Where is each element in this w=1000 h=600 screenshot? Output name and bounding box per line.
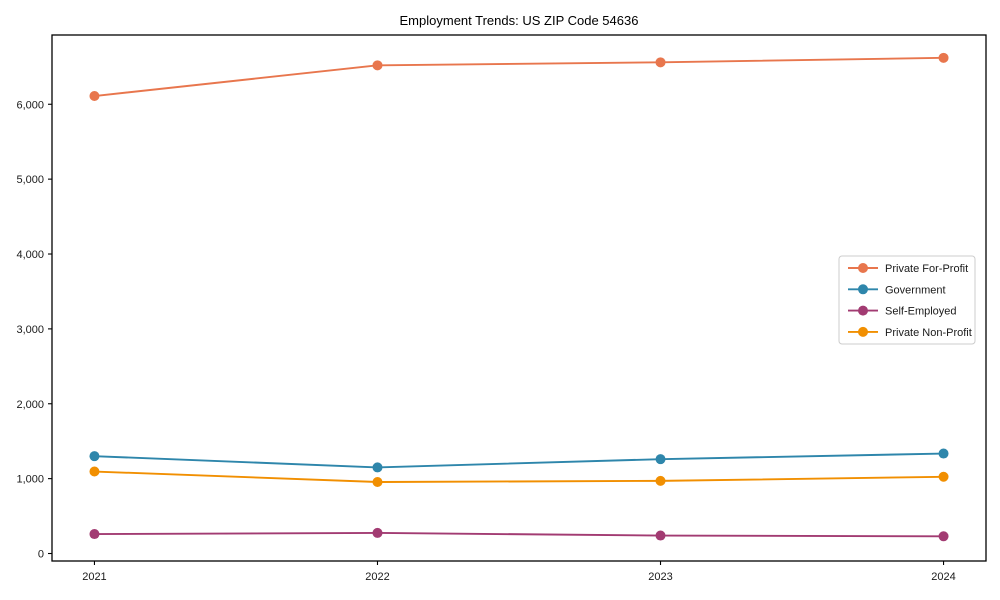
data-point-marker (655, 530, 666, 541)
y-tick-label: 4,000 (16, 249, 44, 261)
data-point-marker (938, 448, 949, 459)
series-line-private-for-profit (94, 56, 944, 97)
legend-box (838, 255, 976, 345)
legend: Private For-Profit Government Self-Employe… (838, 255, 976, 345)
legend-entry: Government (848, 284, 946, 296)
data-point-marker (938, 531, 949, 542)
series-layer (89, 52, 949, 542)
y-tick-label: 1,000 (16, 474, 44, 486)
legend-entry-label: Self-Employed (885, 306, 957, 318)
x-tick-label: 2022 (365, 571, 389, 583)
plot-border (51, 34, 987, 562)
data-point-marker (372, 477, 383, 488)
data-point-marker (655, 475, 666, 486)
legend-entry: Private Non-Profit (848, 326, 972, 339)
data-point-marker (938, 471, 949, 482)
data-point-marker (372, 462, 383, 473)
legend-swatch-marker (858, 326, 868, 337)
legend-entry: Self-Employed (848, 305, 957, 318)
data-point-marker (655, 454, 666, 465)
legend-entry: Private For-Profit (848, 263, 968, 275)
legend-swatch-marker (858, 284, 868, 295)
y-tick-label: 5,000 (16, 174, 44, 186)
legend-entry-label: Private For-Profit (885, 263, 968, 275)
series-line-self-employed (94, 531, 944, 538)
x-tick-label: 2023 (648, 571, 672, 583)
data-point-marker (655, 57, 666, 68)
data-point-marker (89, 529, 100, 540)
y-tick-label: 0 (38, 549, 44, 561)
legend-entry-label: Private Non-Profit (885, 327, 972, 339)
series-line-government (94, 452, 944, 469)
legend-swatch-marker (858, 305, 868, 316)
data-point-marker (372, 527, 383, 538)
axes-layer: 0 1,000 2,000 3,000 4,000 5,000 6,000 2021 2022 2… (16, 34, 987, 583)
data-point-marker (372, 60, 383, 71)
x-tick-label: 2021 (82, 571, 106, 583)
legend-entry-label: Government (885, 284, 946, 296)
series-line-private-non-profit (94, 470, 944, 483)
data-point-marker (89, 91, 100, 102)
chart-title: Employment Trends: US ZIP Code 54636 (400, 13, 639, 28)
y-tick-label: 6,000 (16, 99, 44, 111)
y-tick-label: 2,000 (16, 399, 44, 411)
data-point-marker (89, 466, 100, 477)
data-point-marker (89, 451, 100, 462)
y-tick-label: 3,000 (16, 324, 44, 336)
legend-swatch-marker (858, 263, 868, 273)
data-point-marker (938, 52, 949, 63)
x-tick-label: 2024 (931, 571, 955, 583)
